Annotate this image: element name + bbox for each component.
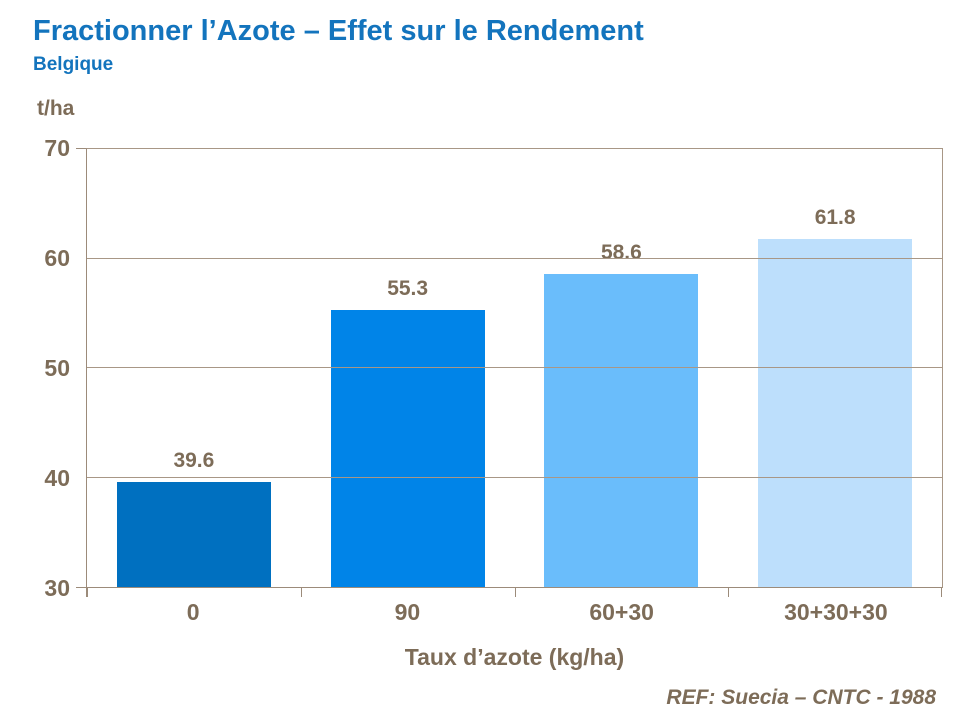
bar-value-label-60+30: 58.6 [600, 240, 642, 264]
bar-slot-90: 55.3 [301, 149, 515, 587]
bar-series: 39.6 55.3 58.6 61.8 [87, 149, 942, 587]
bar-slot-30+30+30: 61.8 [728, 149, 942, 587]
y-axis-tick-labels: 30 40 50 60 70 [0, 136, 78, 600]
chart-subtitle: Belgique [33, 54, 114, 75]
x-axis-tick-2 [514, 587, 516, 597]
x-axis-category-labels: 0 90 60+30 30+30+30 [86, 599, 943, 625]
plot-area: 39.6 55.3 58.6 61.8 [76, 148, 943, 597]
bar-0 [116, 481, 271, 587]
x-axis-tick-0 [87, 587, 88, 597]
gridline-40 [87, 476, 942, 478]
gridline-60 [87, 257, 942, 259]
x-category-label-60+30: 60+30 [589, 599, 654, 625]
bar-90 [330, 309, 485, 587]
x-category-label-0: 0 [186, 599, 200, 625]
x-category-label-30+30+30: 30+30+30 [784, 599, 888, 625]
x-axis-title: Taux d’azote (kg/ha) [404, 644, 625, 670]
bar-slot-0: 39.6 [87, 149, 301, 587]
y-tick-label-30: 30 [44, 575, 70, 601]
y-tick-label-60: 60 [44, 245, 70, 271]
x-axis-tick-3 [728, 587, 730, 597]
reference-text: REF: Suecia – CNTC - 1988 [666, 686, 936, 709]
bar-value-label-0: 39.6 [173, 448, 215, 472]
bar-30+30+30 [758, 238, 913, 587]
chart-title: Fractionner l’Azote – Effet sur le Rende… [33, 15, 644, 47]
y-axis-extension [86, 587, 87, 597]
x-axis-tick-1 [300, 587, 302, 597]
y-tick-label-40: 40 [44, 465, 70, 491]
gridline-50 [87, 367, 942, 368]
y-axis-end-tick-bottom [76, 587, 86, 588]
x-category-label-90: 90 [394, 599, 421, 625]
y-axis-unit-label: t/ha [37, 97, 75, 120]
y-tick-label-70: 70 [44, 135, 70, 161]
bar-slot-60+30: 58.6 [515, 149, 729, 587]
x-axis-tick-4 [941, 587, 942, 597]
bar-value-label-90: 55.3 [387, 276, 429, 300]
bar-value-label-30+30+30: 61.8 [814, 205, 856, 229]
y-axis-end-tick-top [76, 148, 86, 149]
y-tick-label-50: 50 [44, 355, 70, 381]
bar-60+30 [544, 273, 699, 587]
